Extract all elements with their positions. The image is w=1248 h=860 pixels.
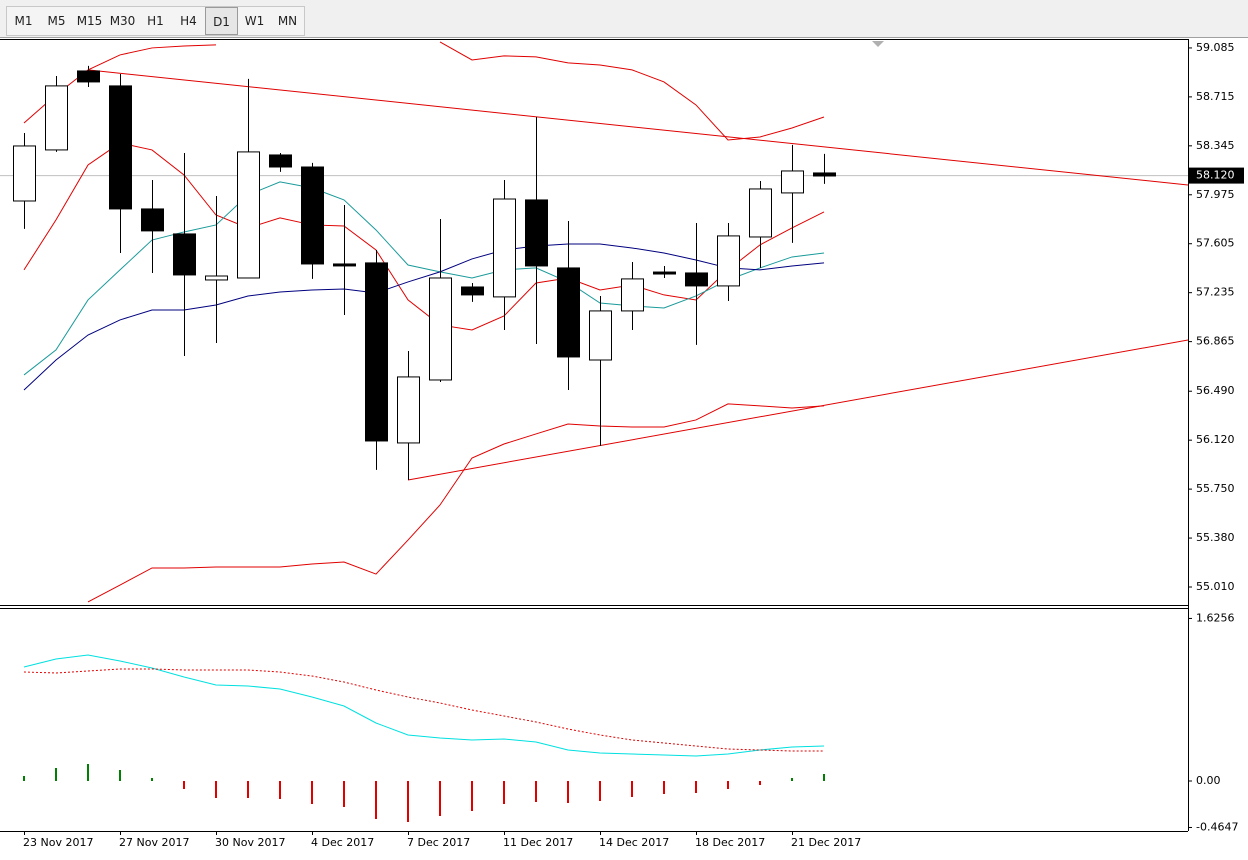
y-tick-label: 56.865 [1196, 335, 1235, 348]
current-price-label: 58.120 [1196, 169, 1235, 182]
timeframe-button[interactable]: M30 [109, 14, 136, 28]
y-tick-label: -0.4647 [1196, 820, 1238, 833]
x-tick-label: 21 Dec 2017 [791, 836, 861, 849]
macd-panel [23, 654, 825, 822]
candle-body [525, 199, 548, 267]
candle-body [365, 262, 388, 442]
y-tick-label: 57.975 [1196, 188, 1235, 201]
axes: 59.085 58.715 58.345 57.975 57.605 57.235 56.8… [23, 41, 1244, 849]
x-tick-label: 14 Dec 2017 [599, 836, 669, 849]
indicator-line [23, 142, 825, 331]
timeframe-button[interactable]: W1 [244, 14, 265, 28]
timeframe-button[interactable]: M15 [76, 14, 103, 28]
candle-body [109, 85, 132, 210]
y-tick-label: 0.00 [1196, 774, 1221, 787]
candle-body [589, 310, 612, 361]
shift-marker [872, 41, 884, 47]
timeframe-button[interactable]: D1 [205, 7, 238, 35]
y-tick-label: 59.085 [1196, 41, 1235, 54]
x-tick-label: 30 Nov 2017 [215, 836, 285, 849]
candle-body [685, 272, 708, 287]
candle-body [173, 233, 196, 276]
candle-body [653, 271, 676, 275]
candle-body [621, 278, 644, 312]
candle-body [77, 70, 100, 83]
x-tick-label: 7 Dec 2017 [407, 836, 470, 849]
timeframe-tabs: M1 M5 M15 M30 H1 H4 D1 W1 MN [6, 6, 305, 36]
indicator-line [23, 181, 825, 376]
candle-body [269, 154, 292, 168]
candle-body [237, 151, 260, 279]
candle-body [557, 267, 580, 358]
y-tick-label: 55.750 [1196, 482, 1235, 495]
trendline [87, 69, 1188, 186]
timeframe-button[interactable]: H4 [180, 14, 197, 28]
y-tick-label: 57.605 [1196, 237, 1235, 250]
x-tick-label: 23 Nov 2017 [23, 836, 93, 849]
timeframe-button[interactable]: H1 [147, 14, 164, 28]
x-tick-label: 18 Dec 2017 [695, 836, 765, 849]
candle-body [45, 85, 68, 151]
y-tick-label: 56.120 [1196, 433, 1235, 446]
x-tick-label: 4 Dec 2017 [311, 836, 374, 849]
indicator-line [23, 243, 825, 391]
candle-body [813, 172, 836, 177]
candle-body [13, 145, 36, 202]
current-price-box [1189, 167, 1244, 184]
y-tick-label: 58.345 [1196, 139, 1235, 152]
trendline [407, 339, 1188, 481]
y-tick-label: 56.490 [1196, 384, 1235, 397]
candle-body [749, 188, 772, 238]
candle-body [141, 208, 164, 232]
candle-body [493, 198, 516, 298]
y-tick-label: 55.010 [1196, 580, 1235, 593]
candle-body [429, 277, 452, 381]
y-tick-label: 57.235 [1196, 286, 1235, 299]
candle-body [301, 166, 324, 265]
y-tick-label: 58.715 [1196, 90, 1235, 103]
plot-background [0, 39, 1188, 831]
candle-body [717, 235, 740, 287]
y-tick-label: 55.380 [1196, 531, 1235, 544]
signal-line [23, 668, 824, 752]
x-tick-label: 27 Nov 2017 [119, 836, 189, 849]
x-tick-label: 11 Dec 2017 [503, 836, 573, 849]
candle-body [461, 286, 484, 296]
timeframe-button[interactable]: MN [277, 14, 298, 28]
timeframe-button[interactable]: M1 [14, 14, 33, 28]
candle-body [333, 263, 356, 267]
timeframe-button[interactable]: M5 [47, 14, 66, 28]
price-panel [0, 41, 1188, 603]
y-tick-label: 1.6256 [1196, 611, 1235, 624]
candle-body [397, 376, 420, 444]
candle-body [781, 170, 804, 194]
candle-body [205, 275, 228, 281]
indicator-line [87, 403, 825, 603]
toolbar: M1 M5 M15 M30 H1 H4 D1 W1 MN [0, 0, 1248, 38]
